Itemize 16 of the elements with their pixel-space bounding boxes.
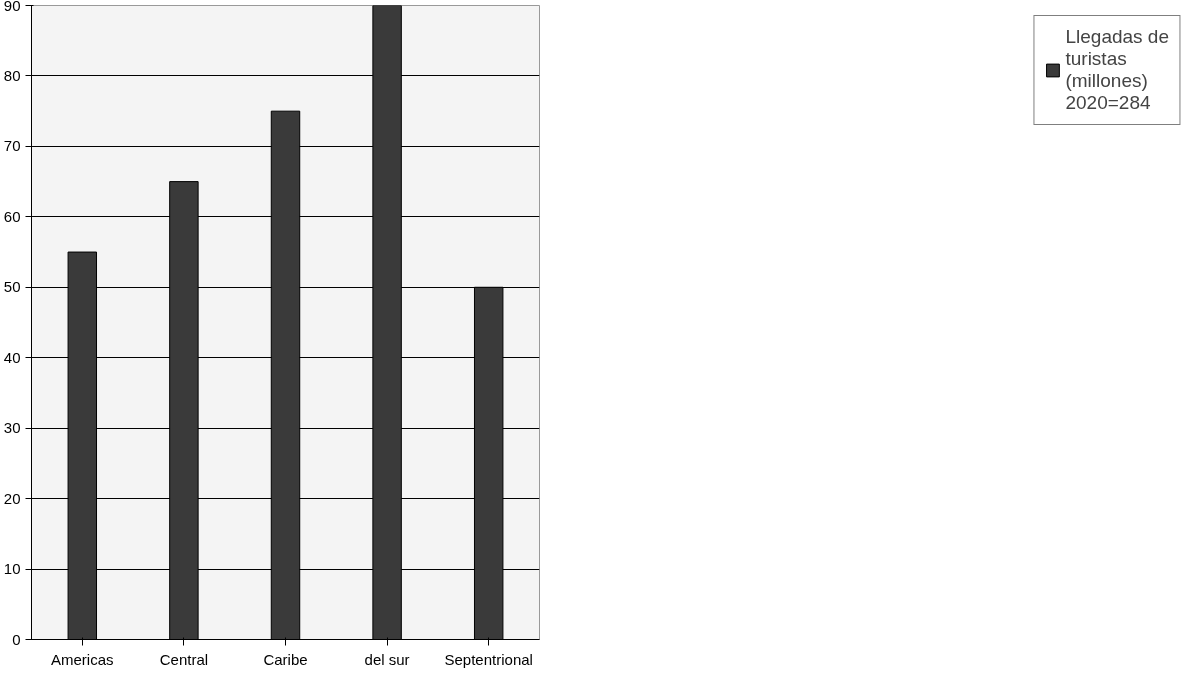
x-tick-label: Caribe	[263, 650, 308, 668]
y-tick-label: 10	[3, 560, 21, 578]
y-tick-label: 80	[3, 66, 21, 84]
x-tick-label: Central	[159, 650, 209, 668]
y-tick-label: 40	[3, 348, 21, 366]
y-tick-label: 70	[3, 137, 21, 155]
y-tick-label: 60	[3, 207, 21, 225]
y-tick-label: 90	[3, 0, 21, 14]
x-tick-label: Septentrional	[444, 650, 533, 668]
y-tick-label: 20	[3, 489, 21, 507]
x-tick-label: Americas	[51, 650, 114, 668]
y-tick-label: 0	[12, 630, 21, 648]
legend-label: Llegadas de turistas (millones) 2020=284	[1065, 26, 1169, 114]
y-tick-label: 50	[3, 278, 21, 296]
y-tick-label: 30	[3, 419, 21, 437]
x-tick-label: del sur	[364, 650, 410, 668]
